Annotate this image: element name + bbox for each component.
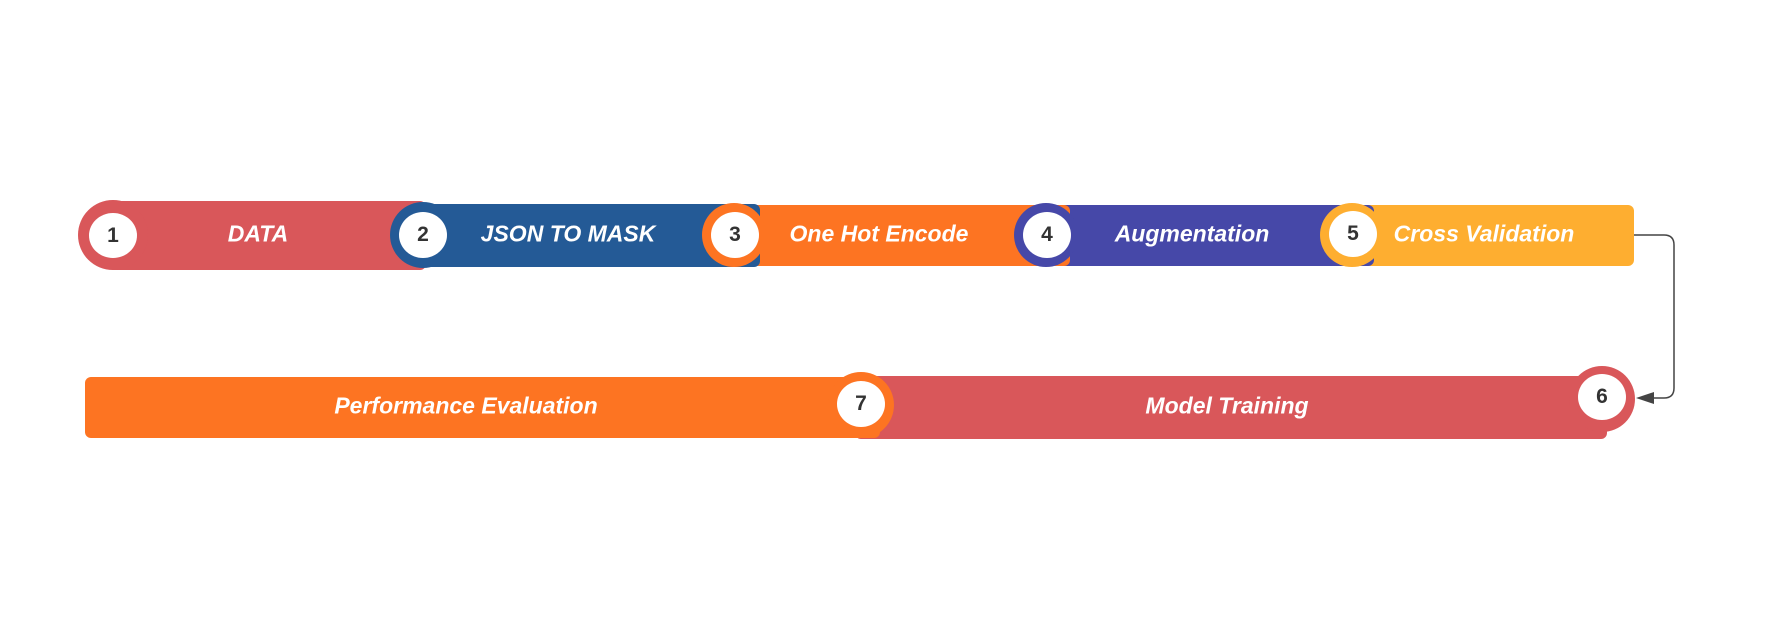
step-5-label: Cross Validation: [1393, 220, 1575, 247]
step-7-number: 7: [837, 381, 885, 427]
step-5-bar: [1346, 205, 1634, 266]
connector-line: [1634, 234, 1675, 399]
step-3-label: One Hot Encode: [789, 220, 969, 247]
step-1-bar: [108, 201, 426, 270]
step-6-bar: [855, 376, 1607, 439]
step-3-number: 3: [711, 212, 759, 258]
step-2-label: JSON TO MASK: [480, 220, 656, 247]
step-5-number: 5: [1329, 211, 1377, 257]
arrowhead-icon: [1636, 392, 1654, 404]
step-4-label: Augmentation: [1114, 220, 1270, 247]
step-1-label: DATA: [227, 220, 289, 247]
step-1-number: 1: [89, 213, 137, 258]
step-6-label: Model Training: [1145, 392, 1309, 419]
step-4-bar: [1040, 205, 1374, 266]
step-6-number: 6: [1578, 374, 1626, 420]
step-7-bar: [85, 377, 880, 438]
step-2-number: 2: [399, 212, 447, 258]
step-7-label: Performance Evaluation: [334, 392, 598, 419]
step-3-bar: [730, 205, 1070, 266]
step-4-number: 4: [1023, 212, 1071, 258]
